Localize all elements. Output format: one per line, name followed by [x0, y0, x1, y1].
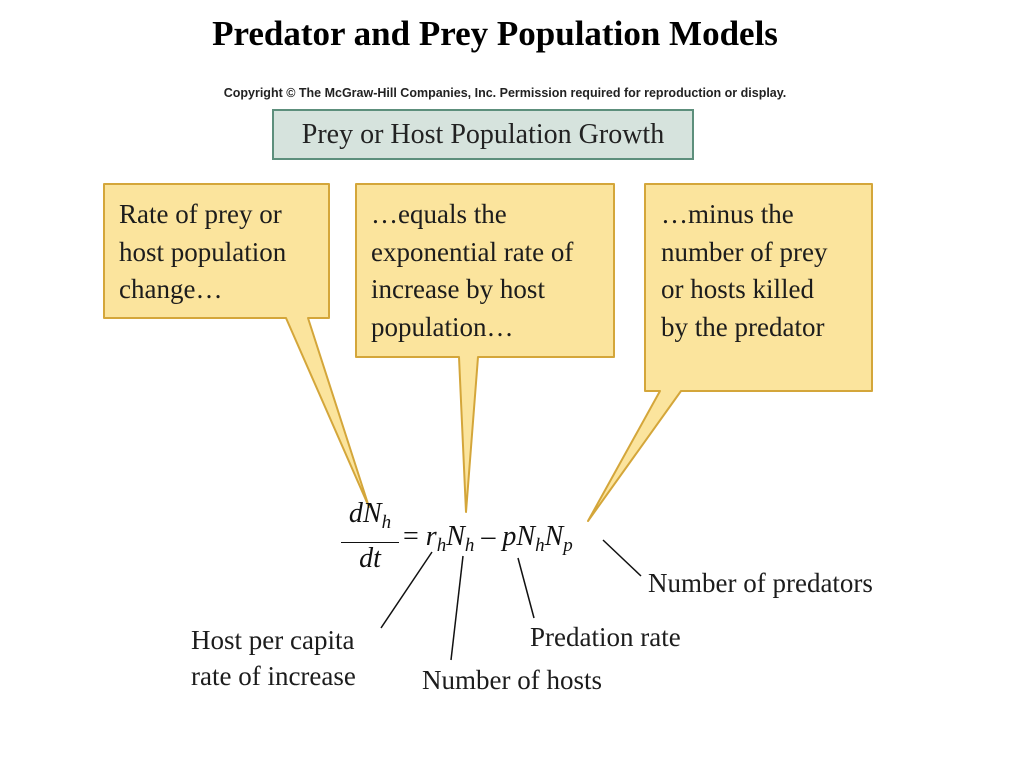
callout-box-prey-killed	[587, 183, 873, 522]
section-header-box: Prey or Host Population Growth	[272, 109, 694, 160]
term-p: p	[502, 521, 517, 552]
label-number-of-hosts: Number of hosts	[422, 665, 602, 695]
derivative-denominator: dt	[341, 542, 399, 575]
equals-sign: =	[403, 521, 419, 552]
callout-text-exponential-increase: …equals the exponential rate of increase…	[371, 199, 574, 342]
leader-line-per-capita	[380, 551, 433, 629]
label-predation-rate: Predation rate	[530, 622, 681, 652]
leader-line-hosts	[450, 555, 464, 661]
label-number-of-predators: Number of predators	[648, 568, 873, 598]
callout-box-exponential-increase	[355, 183, 615, 513]
callout-box-rate-of-change	[103, 183, 370, 508]
minus-sign: –	[481, 521, 496, 552]
equation-right-side: = rhNh – pNhNp	[403, 521, 573, 556]
derivative-numerator: dNh	[348, 498, 392, 533]
callout-text-rate-of-change: Rate of prey or host population change…	[119, 199, 287, 304]
leader-line-predation	[517, 557, 535, 619]
term-r: r	[425, 521, 437, 552]
derivative-fraction: dNh dt	[341, 498, 399, 575]
term-n-hosts: N	[446, 521, 465, 552]
label-host-per-capita-rate: Host per capita rate of increase	[191, 625, 356, 691]
leader-line-predators	[602, 539, 642, 577]
callout-text-prey-killed: …minus the number of prey or hosts kille…	[661, 199, 828, 342]
term-n-predators: N	[544, 521, 564, 552]
copyright-notice: Copyright © The McGraw-Hill Companies, I…	[223, 86, 787, 100]
page-title: Predator and Prey Population Models	[212, 14, 778, 53]
